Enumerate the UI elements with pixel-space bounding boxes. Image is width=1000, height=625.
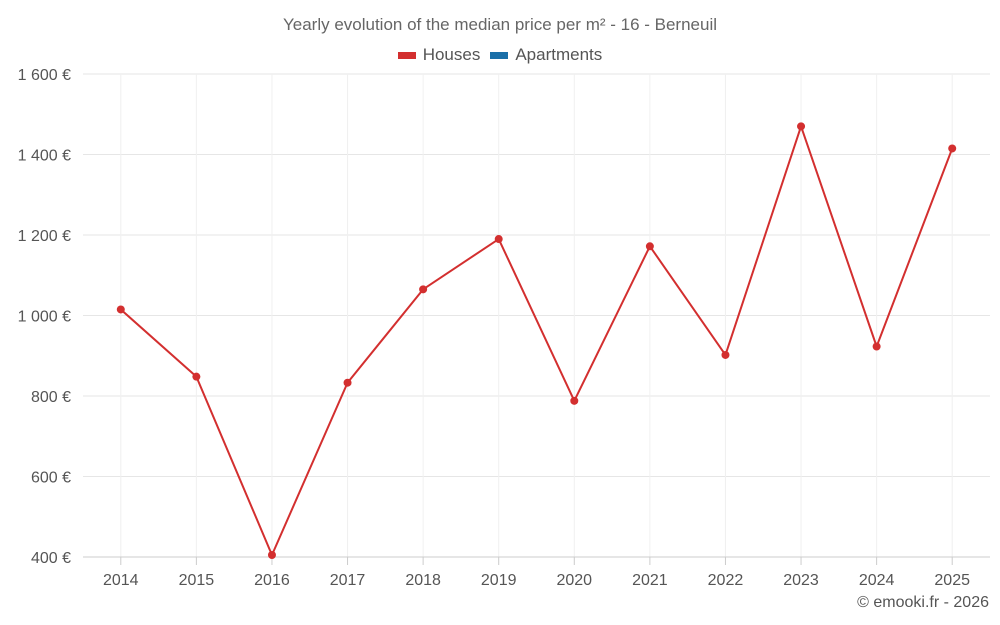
y-tick-label: 1 000 € [18,309,71,326]
x-tick-label: 2018 [405,572,441,589]
data-point [872,342,881,351]
x-tick-label: 2019 [481,572,517,589]
legend: Houses Apartments [0,45,1000,65]
x-tick-label: 2017 [330,572,366,589]
x-tick-label: 2016 [254,572,290,589]
legend-swatch-apartments [490,51,509,59]
y-tick-label: 800 € [31,389,71,406]
data-point [116,305,125,314]
x-tick-label: 2014 [103,572,139,589]
x-tick-label: 2025 [934,572,970,589]
series-line-houses [120,125,954,556]
x-tick-label: 2021 [632,572,668,589]
data-point [797,122,806,131]
y-tick-label: 1 400 € [18,148,71,165]
legend-label-houses: Houses [422,45,481,64]
data-point [570,396,579,405]
chart-title: Yearly evolution of the median price per… [282,15,718,34]
y-tick-label: 400 € [31,550,71,567]
legend-item-apartments[interactable]: Apartments [490,45,602,65]
y-tick-label: 1 200 € [18,228,71,245]
data-point [948,144,957,153]
data-point [267,550,276,559]
y-tick-label: 1 600 € [18,67,71,84]
x-tick-label: 2024 [859,572,895,589]
data-point [343,378,352,387]
data-point [192,372,201,381]
data-point [645,242,654,251]
y-tick-label: 600 € [31,470,71,487]
legend-label-apartments: Apartments [515,45,603,64]
legend-item-houses[interactable]: Houses [397,45,481,65]
credit-text: © emooki.fr - 2026 [857,594,989,611]
legend-swatch-houses [397,51,416,59]
data-point [494,235,503,244]
x-tick-label: 2022 [708,572,744,589]
x-tick-label: 2015 [179,572,215,589]
data-point [419,285,428,294]
data-point [721,350,730,359]
x-tick-label: 2020 [556,572,592,589]
x-tick-label: 2023 [783,572,819,589]
